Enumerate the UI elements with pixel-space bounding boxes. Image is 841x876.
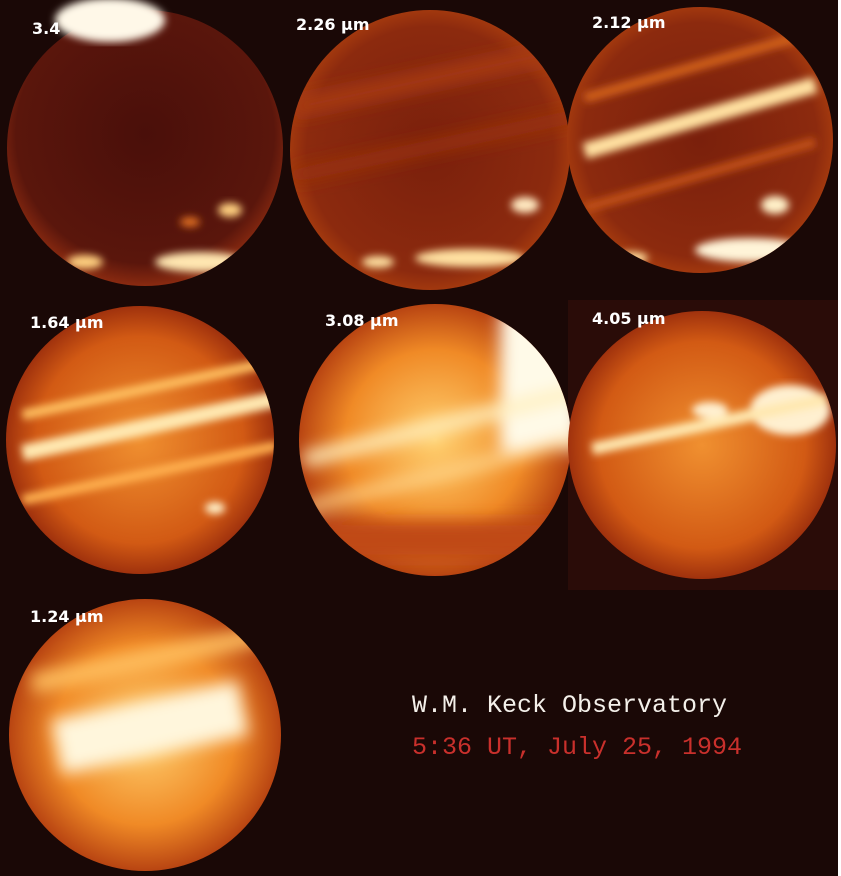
panel-label: 3.4 [32,19,60,38]
caption-observatory: W.M. Keck Observatory [412,691,727,720]
planet-disk [567,7,833,273]
panel-label: 1.24 µm [30,607,104,626]
planet-disk [568,311,836,579]
planet-disk [290,10,570,290]
panel-label: 3.08 µm [325,311,399,330]
planet-disk [9,599,281,871]
panel-label: 2.12 µm [592,13,666,32]
planet-disk [7,10,283,286]
planet-disk [6,306,274,574]
planet-disk [299,304,571,576]
bright-spot [55,0,165,42]
panel-label: 4.05 µm [592,309,666,328]
panel-label: 2.26 µm [296,15,370,34]
caption-time: 5:36 UT, July 25, 1994 [412,733,742,762]
panel-label: 1.64 µm [30,313,104,332]
